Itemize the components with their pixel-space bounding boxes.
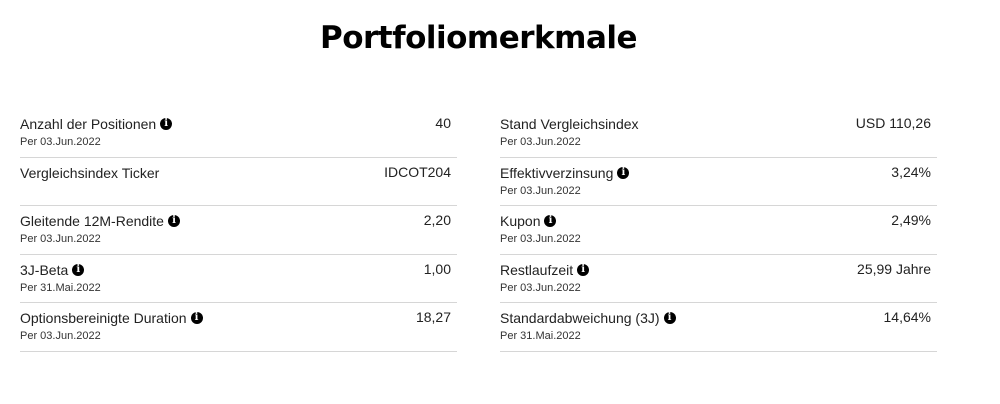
metric-label-text: Effektivverzinsung	[500, 164, 614, 181]
page-title: Portfoliomerkmale	[319, 20, 638, 56]
metric-date: Per 03.Jun.2022	[20, 330, 101, 342]
metric-label: Vergleichsindex Ticker	[20, 165, 159, 181]
metric-date: Per 31.Mai.2022	[20, 281, 101, 294]
metric-row: 3J-Beta i Per 31.Mai.2022 1,00	[20, 255, 457, 303]
metric-label: Restlaufzeit i	[500, 261, 590, 278]
info-icon[interactable]: i	[544, 215, 557, 227]
metric-label-text: Optionsbereinigte Duration	[20, 310, 187, 326]
metric-label-text: Stand Vergleichsindex	[500, 116, 639, 132]
metric-value: 1,00	[423, 260, 451, 277]
metric-row: Kupon i Per 03.Jun.2022 2,49%	[500, 206, 937, 255]
metric-label-text: Standardabweichung (3J)	[500, 310, 660, 326]
info-icon[interactable]: i	[167, 215, 180, 227]
metric-row: Stand Vergleichsindex Per 03.Jun.2022 USD …	[500, 109, 937, 158]
metric-date: Per 03.Jun.2022	[500, 136, 581, 148]
info-icon[interactable]: i	[160, 118, 173, 130]
metric-label-text: Gleitende 12M-Rendite	[20, 213, 164, 229]
metric-value: 3,24%	[891, 163, 931, 180]
metric-value: 18,27	[415, 309, 451, 325]
metric-label-text: Restlaufzeit	[500, 261, 574, 278]
left-column: Anzahl der Positionen i Per 03.Jun.2022 40 V…	[20, 109, 457, 352]
metric-row: Effektivverzinsung i Per 03.Jun.2022 3,24%	[500, 158, 937, 206]
metric-label-text: Anzahl der Positionen	[20, 116, 157, 132]
metric-label-text: Kupon	[500, 213, 541, 229]
metric-label-text: 3J-Beta	[20, 261, 69, 278]
metric-label: Gleitende 12M-Rendite i	[20, 213, 180, 229]
metric-value: 2,49%	[891, 212, 931, 228]
metric-value: USD 110,26	[855, 115, 931, 131]
metric-date: Per 31.Mai.2022	[500, 330, 581, 342]
metric-label: Kupon i	[500, 213, 557, 229]
metric-value: IDCOT204	[384, 163, 451, 180]
metric-label-text: Vergleichsindex Ticker	[20, 164, 160, 181]
metric-label: Anzahl der Positionen i	[20, 116, 173, 132]
metric-label: Standardabweichung (3J) i	[500, 310, 676, 326]
info-icon[interactable]: i	[663, 312, 676, 324]
metric-label: Stand Vergleichsindex	[500, 116, 639, 132]
info-icon[interactable]: i	[577, 263, 590, 276]
metric-row: Gleitende 12M-Rendite i Per 03.Jun.2022 2,2…	[20, 206, 457, 255]
metric-date: Per 03.Jun.2022	[20, 233, 101, 245]
metric-row: Standardabweichung (3J) i Per 31.Mai.2022 1…	[500, 303, 937, 352]
metric-row: Optionsbereinigte Duration i Per 03.Jun.20…	[20, 303, 457, 352]
metric-value: 14,64%	[883, 309, 931, 325]
info-icon[interactable]: i	[72, 263, 85, 276]
metric-value: 40	[435, 115, 451, 131]
right-column: Stand Vergleichsindex Per 03.Jun.2022 USD …	[500, 109, 937, 352]
metric-date: Per 03.Jun.2022	[500, 281, 581, 294]
info-icon[interactable]: i	[617, 166, 630, 179]
metric-row: Restlaufzeit i Per 03.Jun.2022 25,99 Jahre	[500, 255, 937, 303]
metric-row: Anzahl der Positionen i Per 03.Jun.2022 40	[20, 109, 457, 158]
metric-label: Effektivverzinsung i	[500, 164, 630, 181]
metric-date: Per 03.Jun.2022	[20, 136, 101, 148]
metric-date: Per 03.Jun.2022	[500, 233, 581, 245]
metric-label: Optionsbereinigte Duration i	[20, 310, 203, 326]
metric-row: Vergleichsindex Ticker IDCOT204	[20, 158, 457, 206]
metric-value: 25,99 Jahre	[857, 260, 931, 277]
metric-date: Per 03.Jun.2022	[500, 184, 581, 197]
info-icon[interactable]: i	[190, 312, 203, 324]
metric-value: 2,20	[423, 212, 451, 228]
metric-label: 3J-Beta i	[20, 261, 85, 278]
